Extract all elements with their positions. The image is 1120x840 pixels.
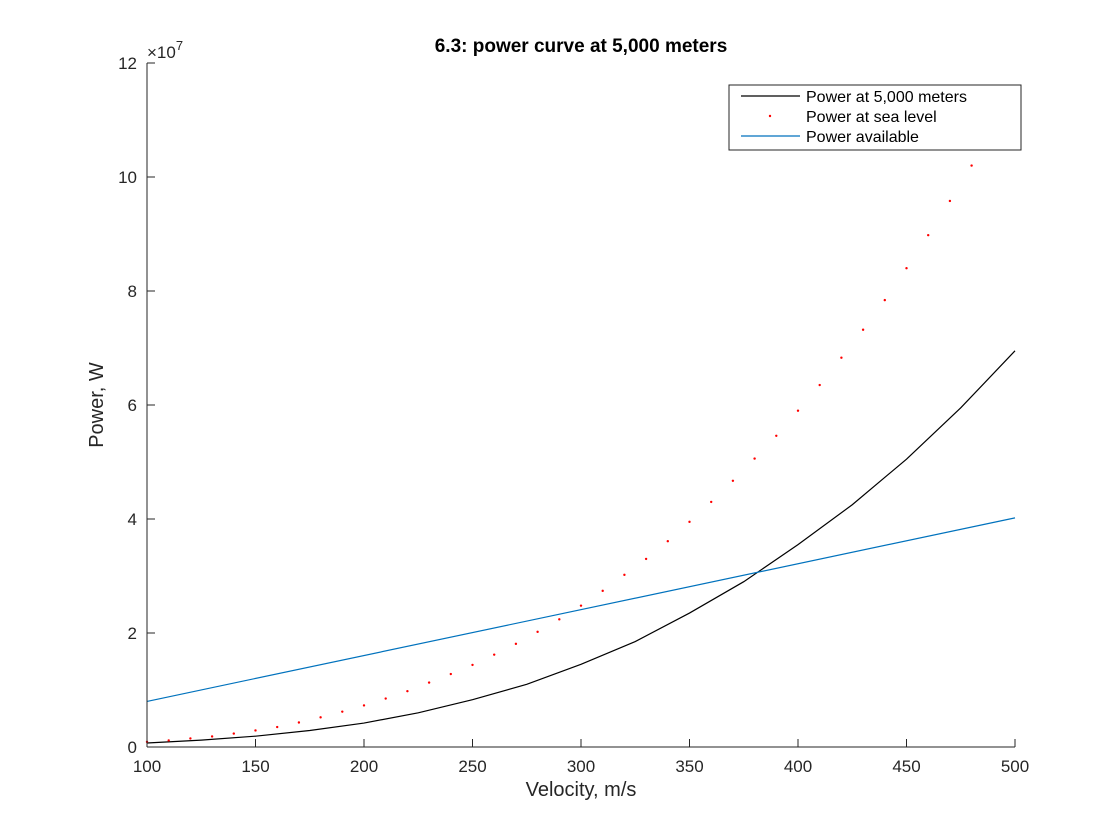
- x-tick-label: 200: [350, 757, 378, 776]
- sea-level-data-point: [427, 681, 431, 684]
- sea-level-data-point: [688, 520, 691, 524]
- sea-level-data-point: [189, 737, 192, 740]
- sea-level-data-point: [796, 409, 800, 412]
- sea-level-data-point: [731, 479, 735, 483]
- sea-level-data-point: [840, 356, 843, 359]
- x-tick-label: 150: [241, 757, 269, 776]
- y-tick-label: 0: [128, 738, 137, 757]
- series-power-5000m-line: [146, 350, 1016, 744]
- legend-label: Power at sea level: [806, 109, 937, 126]
- legend-label: Power available: [806, 129, 919, 146]
- sea-level-data-point: [341, 710, 344, 713]
- x-tick-label: 350: [675, 757, 703, 776]
- y-tick-label: 4: [128, 510, 137, 529]
- series-power-sea-level: [145, 90, 1017, 744]
- x-tick-label: 500: [1001, 757, 1029, 776]
- sea-level-data-point: [905, 267, 908, 270]
- sea-level-data-point: [579, 604, 583, 607]
- sea-level-data-point: [710, 500, 713, 504]
- series-layer: [145, 90, 1017, 744]
- y-exponent-base: ×10: [147, 43, 176, 62]
- x-tick-label: 450: [892, 757, 920, 776]
- y-tick-label: 12: [118, 54, 137, 73]
- sea-level-data-point: [666, 540, 669, 543]
- sea-level-data-point: [232, 732, 235, 735]
- series-power-available: [146, 517, 1016, 702]
- sea-level-data-point: [753, 457, 756, 460]
- sea-level-data-point: [210, 735, 214, 738]
- sea-level-data-point: [601, 589, 604, 593]
- sea-level-data-point: [384, 697, 387, 700]
- sea-level-data-point: [948, 199, 952, 203]
- legend-marker-sea-level: [768, 114, 772, 118]
- x-axis-title: Velocity, m/s: [526, 779, 637, 801]
- series-power-5000m: [146, 350, 1016, 744]
- sea-level-data-point: [254, 729, 257, 732]
- y-tick-label: 10: [118, 168, 137, 187]
- sea-level-data-point: [623, 573, 626, 577]
- y-exponent: ×107: [147, 38, 183, 62]
- y-axis-title: Power, W: [86, 362, 108, 448]
- legend-label: Power at 5,000 meters: [806, 89, 967, 106]
- plot-area: [147, 63, 1015, 747]
- series-power-available-line: [146, 517, 1016, 702]
- sea-level-data-point: [775, 434, 778, 437]
- sea-level-data-point: [276, 725, 279, 729]
- sea-level-data-point: [297, 721, 301, 724]
- sea-level-data-point: [362, 704, 366, 707]
- sea-level-data-point: [493, 653, 496, 656]
- sea-level-data-point: [449, 672, 452, 676]
- sea-level-data-point: [644, 557, 648, 561]
- y-axis-ticks: 0 2 4 6 8 10 12: [118, 54, 155, 757]
- legend: Power at 5,000 meters Power at sea level P…: [728, 84, 1022, 151]
- sea-level-data-point: [883, 298, 886, 302]
- chart-title: 6.3: power curve at 5,000 meters: [435, 36, 728, 57]
- sea-level-data-point: [536, 630, 539, 634]
- sea-level-data-point: [167, 739, 170, 742]
- sea-level-data-point: [558, 618, 561, 621]
- y-tick-label: 2: [128, 624, 137, 643]
- y-tick-label: 8: [128, 282, 137, 301]
- sea-level-data-point: [970, 164, 973, 167]
- sea-level-data-point: [406, 689, 409, 693]
- x-tick-label: 400: [784, 757, 812, 776]
- x-tick-label: 100: [133, 757, 161, 776]
- sea-level-data-point: [319, 716, 322, 719]
- sea-level-data-point: [927, 233, 930, 237]
- sea-level-data-point: [471, 663, 474, 667]
- y-tick-label: 6: [128, 396, 137, 415]
- x-axis-ticks: 100 150 200 250 300 350 400 450 500: [133, 739, 1029, 776]
- sea-level-data-point: [514, 642, 518, 646]
- x-tick-label: 250: [458, 757, 486, 776]
- sea-level-data-point: [818, 383, 821, 387]
- y-exponent-power: 7: [176, 38, 183, 53]
- x-tick-label: 300: [567, 757, 595, 776]
- sea-level-data-point: [861, 328, 865, 331]
